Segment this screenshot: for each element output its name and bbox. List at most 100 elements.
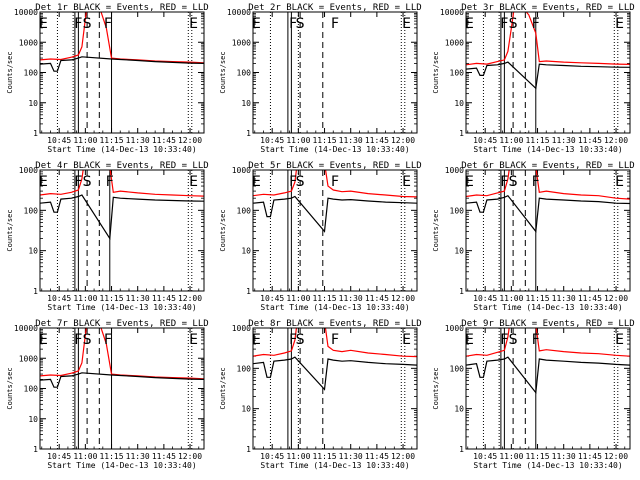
x-tick-label: 11:30 (339, 136, 363, 145)
y-tick-label: 100 (24, 69, 39, 78)
x-tick-label: 11:00 (286, 136, 310, 145)
x-tick-label: 12:00 (391, 294, 415, 303)
panel-title: Det 3r BLACK = Events, RED = LLD (461, 3, 634, 13)
marker-letter: E (615, 16, 624, 32)
event-rate-line (253, 356, 417, 391)
y-tick-label: 10000 (14, 8, 38, 17)
y-tick-label: 10000 (227, 8, 251, 17)
x-tick-label: 11:30 (339, 452, 363, 461)
y-tick-label: 1 (33, 129, 38, 138)
x-tick-label: 12:00 (604, 294, 628, 303)
x-axis-label: Start Time (14-Dec-13 10:33:40) (47, 145, 196, 154)
marker-letter: S (296, 332, 305, 348)
y-tick-label: 1 (33, 445, 38, 454)
detector-panel-4: Det 4r BLACK = Events, RED = LLD Counts/s… (6, 161, 209, 312)
event-rate-line (40, 372, 204, 388)
marker-letter: E (465, 16, 474, 32)
lld-rate-line (40, 328, 204, 380)
x-tick-label: 11:30 (126, 136, 150, 145)
x-tick-label: 11:45 (152, 452, 176, 461)
y-axis-label: Counts/sec (432, 209, 440, 251)
marker-letter: E (615, 174, 624, 190)
marker-letter: F (500, 332, 508, 348)
x-tick-label: 10:45 (47, 452, 71, 461)
x-axis-label: Start Time (14-Dec-13 10:33:40) (47, 303, 196, 312)
y-tick-label: 10 (28, 247, 38, 256)
y-tick-label: 100 (450, 206, 465, 215)
x-tick-label: 11:15 (312, 452, 336, 461)
x-axis-label: Start Time (14-Dec-13 10:33:40) (260, 303, 409, 312)
x-tick-label: 11:45 (578, 452, 602, 461)
x-axis-label: Start Time (14-Dec-13 10:33:40) (473, 303, 622, 312)
x-tick-label: 12:00 (178, 294, 202, 303)
lld-rate-line (253, 328, 417, 358)
x-tick-label: 11:45 (152, 294, 176, 303)
x-tick-label: 11:15 (312, 136, 336, 145)
panel-title: Det 4r BLACK = Events, RED = LLD (35, 161, 208, 171)
event-rate-line (40, 194, 204, 241)
x-tick-label: 10:45 (260, 452, 284, 461)
panel-title: Det 8r BLACK = Events, RED = LLD (248, 319, 421, 329)
x-tick-label: 11:00 (499, 294, 523, 303)
panel-title: Det 2r BLACK = Events, RED = LLD (248, 3, 421, 13)
x-tick-label: 10:45 (47, 136, 71, 145)
plot-frame (39, 327, 205, 450)
y-tick-label: 100 (24, 385, 39, 394)
marker-letter: E (189, 332, 198, 348)
x-tick-label: 12:00 (178, 136, 202, 145)
marker-letter: E (252, 174, 261, 190)
marker-letter: F (500, 16, 508, 32)
detector-panel-5: Det 5r BLACK = Events, RED = LLD Counts/s… (219, 161, 422, 312)
marker-letter: E (39, 16, 48, 32)
detector-panel-7: Det 7r BLACK = Events, RED = LLD Counts/s… (6, 319, 209, 470)
marker-letter: E (252, 16, 261, 32)
marker-letter: S (509, 332, 518, 348)
event-rate-line (466, 61, 630, 90)
y-tick-label: 1000 (19, 38, 38, 47)
x-tick-label: 11:00 (286, 452, 310, 461)
plot-frame (465, 169, 631, 292)
detector-panel-9: Det 9r BLACK = Events, RED = LLD Counts/s… (432, 319, 635, 470)
y-axis-label: Counts/sec (6, 51, 14, 93)
x-tick-label: 12:00 (178, 452, 202, 461)
plot-frame (39, 169, 205, 292)
x-tick-label: 11:45 (365, 136, 389, 145)
plot-frame (252, 327, 418, 450)
x-tick-label: 11:00 (286, 294, 310, 303)
marker-letter: S (83, 174, 92, 190)
x-tick-label: 11:45 (365, 294, 389, 303)
marker-letter: E (189, 16, 198, 32)
detector-panel-3: Det 3r BLACK = Events, RED = LLD Counts/s… (432, 3, 635, 154)
marker-letter: F (289, 174, 297, 190)
panel-title: Det 9r BLACK = Events, RED = LLD (461, 319, 634, 329)
lld-rate-line (466, 170, 630, 200)
marker-letter: F (500, 174, 508, 190)
y-tick-label: 1000 (232, 324, 251, 333)
plot-frame (39, 11, 205, 134)
marker-letter: F (289, 332, 297, 348)
lld-rate-line (40, 170, 204, 197)
y-axis-label: Counts/sec (219, 209, 227, 251)
marker-letter: S (509, 174, 518, 190)
x-tick-label: 12:00 (604, 452, 628, 461)
x-tick-label: 11:00 (73, 294, 97, 303)
x-tick-label: 12:00 (604, 136, 628, 145)
x-tick-label: 10:45 (473, 294, 497, 303)
y-tick-label: 10 (241, 247, 251, 256)
y-tick-label: 1000 (232, 38, 251, 47)
y-tick-label: 100 (237, 206, 252, 215)
marker-letter: S (296, 174, 305, 190)
y-tick-label: 1 (246, 445, 251, 454)
event-rate-line (466, 356, 630, 395)
y-tick-label: 10 (241, 405, 251, 414)
detector-panel-8: Det 8r BLACK = Events, RED = LLD Counts/s… (219, 319, 422, 470)
y-tick-label: 1000 (445, 166, 464, 175)
x-axis-label: Start Time (14-Dec-13 10:33:40) (473, 461, 622, 470)
y-tick-label: 10 (454, 99, 464, 108)
detector-panel-6: Det 6r BLACK = Events, RED = LLD Counts/s… (432, 161, 635, 312)
marker-letter: S (509, 16, 518, 32)
panel-title: Det 5r BLACK = Events, RED = LLD (248, 161, 421, 171)
y-tick-label: 1 (459, 445, 464, 454)
y-tick-label: 100 (237, 364, 252, 373)
y-axis-label: Counts/sec (6, 209, 14, 251)
